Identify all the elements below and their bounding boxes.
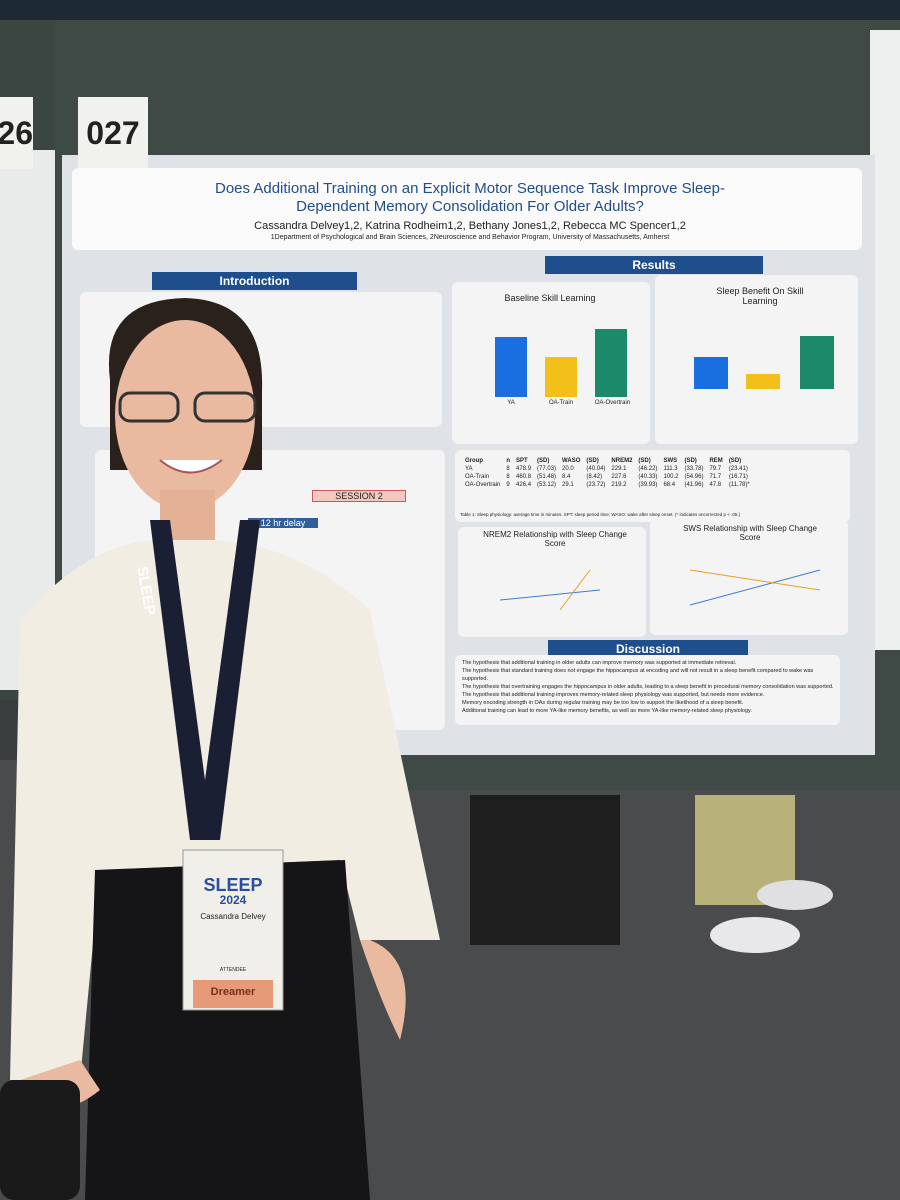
table-cell: (11.78)* (728, 482, 750, 488)
table-cell: 111.3 (663, 466, 678, 472)
table-cell: (23.41) (728, 466, 748, 472)
table-cell: 8 (506, 466, 510, 472)
table-cell: OA-Train (465, 474, 490, 480)
badge-name: Cassandra Delvey (200, 912, 266, 921)
table-cell: (46.22) (638, 466, 658, 472)
table-cell: (54.96) (684, 474, 704, 480)
table-cell: 460.8 (516, 474, 532, 480)
table-cell: (53.12) (537, 482, 557, 488)
bar-category: OA-Train (548, 400, 574, 406)
badge-ribbon: Dreamer (210, 986, 256, 998)
figure-title: Baseline Skill Learning (504, 293, 596, 303)
discussion-item: The hypothesis that standard training do… (462, 668, 814, 682)
table-cell: (8.42) (586, 474, 603, 480)
table-header-cell: (SD) (537, 458, 550, 464)
table-cell: 68.4 (663, 482, 676, 488)
board-number: 027 (78, 97, 148, 169)
discussion-item: The hypothesis that additional training … (462, 692, 765, 698)
table-cell: 8.4 (562, 474, 571, 480)
table-header-cell: WASO (562, 458, 581, 464)
table-cell: (16.71) (728, 474, 748, 480)
discussion-item: Additional training can lead to more YA-… (462, 708, 752, 714)
table-row: OA-Train 8 460.8 (51.48) 8.4 (8.42) 227.6 (40.3… (462, 473, 753, 481)
table-cell: (41.96) (684, 482, 704, 488)
table-header-cell: n (506, 458, 511, 464)
table-header-cell: SPT (516, 458, 528, 464)
methods-label: 12 hr delay (248, 518, 318, 528)
poster-affiliations: 1Department of Psychological and Brain S… (270, 234, 670, 241)
table-header-cell: REM (709, 458, 723, 464)
figure-title: NREM2 Relationship with Sleep Change Sco… (483, 530, 627, 548)
table-header-cell: (SD) (684, 458, 697, 464)
table-cell: (40.04) (586, 466, 606, 472)
table-header-cell: (SD) (586, 458, 599, 464)
discussion-item: Memory encoding strength in OAs during r… (462, 700, 744, 706)
bar-category: YA (507, 400, 515, 406)
table-header-cell: (SD) (728, 458, 742, 464)
table-cell: YA (465, 466, 473, 472)
table-caption: Table 1: Sleep physiology: average time … (460, 512, 741, 517)
discussion-item: The hypothesis that additional training … (462, 660, 737, 666)
table-header-cell: NREM2 (611, 458, 633, 464)
table-cell: 29.1 (562, 482, 574, 488)
bar-category: OA-Overtrain (594, 400, 631, 406)
table-cell: (23.72) (586, 482, 606, 488)
figure-title: Sleep Benefit On Skill Learning (716, 286, 804, 306)
section-header: Introduction (152, 272, 357, 290)
table-cell: (40.33) (638, 474, 658, 480)
table-cell: 20.0 (562, 466, 574, 472)
table-cell: OA-Overtrain (465, 482, 501, 488)
sleep-table: Group n SPT (SD) WASO (SD) NREM2 (SD) SWS (SD) REM… (462, 457, 753, 489)
table-row: YA 8 478.9 (77.03) 20.0 (40.04) 229.1 (46.22) 11… (462, 465, 753, 473)
table-cell: (39.93) (638, 482, 658, 488)
figure-title: SWS Relationship with Sleep Change Score (683, 524, 817, 542)
table-cell: 426.4 (516, 482, 532, 488)
table-header-cell: SWS (663, 458, 678, 464)
board-number: 26 (0, 97, 33, 169)
table-cell: 100.2 (663, 474, 679, 480)
table-cell: 47.8 (709, 482, 722, 488)
table-cell: (51.48) (537, 474, 557, 480)
table-cell: 9 (506, 482, 510, 488)
poster-title: Does Additional Training on an Explicit … (214, 180, 725, 215)
table-cell: 478.9 (516, 466, 532, 472)
table-cell: 219.2 (611, 482, 627, 488)
table-header-row: Group n SPT (SD) WASO (SD) NREM2 (SD) SWS (SD) REM… (462, 457, 753, 465)
section-header: Discussion (548, 640, 748, 658)
badge-year: 2024 (219, 893, 247, 907)
table-cell: 227.6 (611, 474, 627, 480)
methods-label: SESSION 2 (312, 490, 406, 502)
discussion-list: The hypothesis that additional training … (462, 659, 837, 715)
table-cell: (33.78) (684, 466, 704, 472)
badge-event: SLEEP (203, 875, 263, 895)
table-header-cell: (SD) (638, 458, 651, 464)
table-cell: 8 (506, 474, 510, 480)
discussion-item: The hypothesis that overtraining engages… (462, 684, 834, 690)
table-row: OA-Overtrain 9 426.4 (53.12) 29.1 (23.72) 219.… (462, 481, 753, 489)
section-header: Results (545, 256, 763, 274)
table-cell: 229.1 (611, 466, 627, 472)
table-cell: 71.7 (709, 474, 722, 480)
table-cell: 79.7 (709, 466, 722, 472)
poster-authors: Cassandra Delvey1,2, Katrina Rodheim1,2,… (254, 220, 686, 232)
table-header-cell: Group (465, 458, 483, 464)
badge-role: ATTENDEE (219, 967, 247, 973)
table-cell: (77.03) (537, 466, 557, 472)
